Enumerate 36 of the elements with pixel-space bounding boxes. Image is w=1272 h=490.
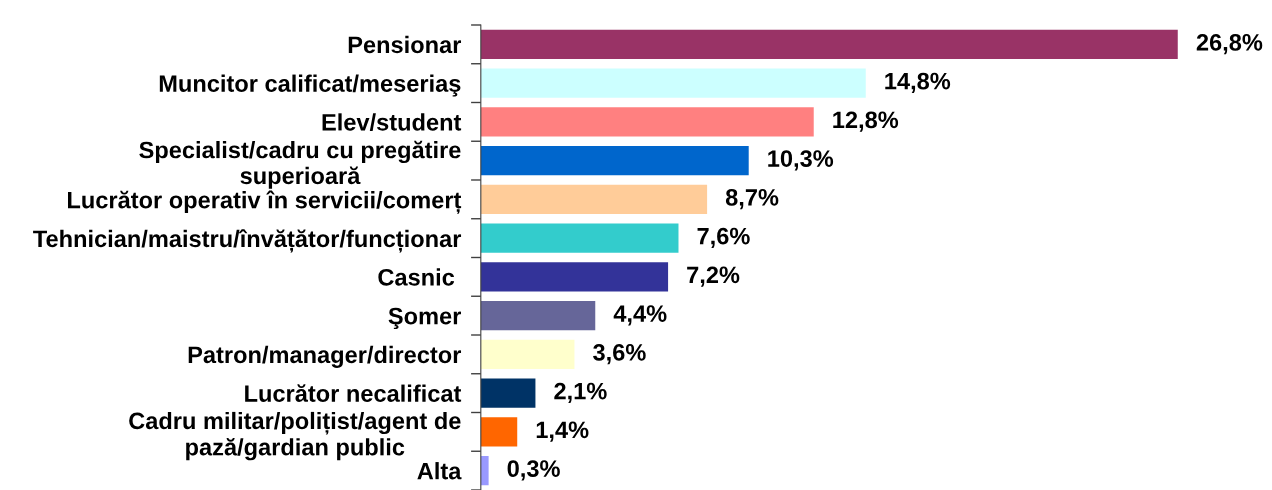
bar — [480, 184, 708, 214]
bar — [480, 301, 596, 331]
data-label: 3,6% — [593, 343, 646, 365]
data-label: 7,6% — [697, 227, 750, 248]
bar — [480, 146, 749, 176]
bar — [480, 417, 518, 447]
data-label: 14,8% — [885, 72, 951, 93]
y-tick-label: Patron/manager/director — [188, 345, 462, 368]
data-label: 0,3% — [507, 460, 560, 481]
bar — [480, 29, 1178, 59]
y-tick-label: Tehnician/maistru/învățător/funcționar — [33, 229, 462, 253]
y-tick-label: Şomer — [388, 307, 462, 330]
bar — [480, 378, 536, 408]
bar — [480, 68, 866, 98]
y-tick-label: Muncitor calificat/meseriaş — [159, 74, 461, 97]
data-label: 4,4% — [613, 305, 667, 326]
data-label: 10,3% — [768, 150, 834, 171]
data-label: 1,4% — [536, 421, 589, 442]
data-label: 8,7% — [725, 188, 779, 210]
bar — [480, 107, 814, 137]
y-tick-label: Alta — [417, 462, 462, 480]
data-label: 12,8% — [833, 111, 899, 132]
bar — [480, 339, 575, 369]
bar — [480, 456, 489, 486]
y-tick-label: Elev/student — [322, 113, 462, 131]
y-tick-label: Cadru militar/polițist/agent de pază/gardian public — [129, 411, 461, 461]
bar — [480, 262, 669, 292]
bar — [480, 223, 679, 253]
y-tick-label: Lucrător operativ în servicii/comerț — [68, 190, 462, 214]
y-tick-label: Pensionar — [348, 35, 462, 54]
data-label: 26,8% — [1196, 33, 1263, 55]
y-tick-label: Casnic — [378, 268, 455, 286]
y-tick-label: Lucrător necalificat — [245, 384, 462, 402]
data-label: 7,2% — [687, 266, 740, 287]
y-tick-label: Specialist/cadru cu pregătire superioară — [139, 140, 461, 189]
data-label: 2,1% — [554, 382, 607, 403]
